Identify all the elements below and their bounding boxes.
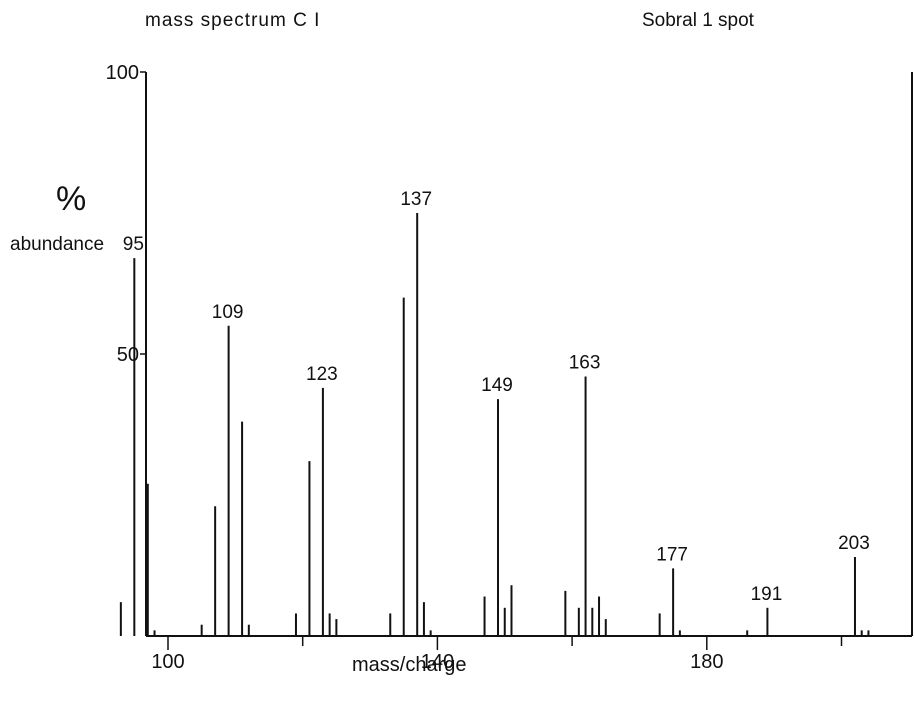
peak-label: 177 [656, 544, 688, 565]
y-tick-label: 100 [106, 62, 139, 84]
x-tick-label: 180 [690, 651, 723, 673]
x-tick-label: 140 [421, 651, 454, 673]
peak-label: 191 [751, 584, 783, 605]
peak-label: 203 [838, 533, 870, 554]
peak-label: 137 [400, 189, 432, 210]
chart-title: mass spectrum C I [145, 10, 321, 31]
y-tick-label: 50 [117, 344, 139, 366]
chart-subtitle: Sobral 1 spot [642, 10, 754, 31]
peak-label: 95 [123, 234, 144, 255]
peak-label: 163 [569, 353, 601, 374]
y-axis-symbol: % [56, 180, 87, 218]
peak-label: 149 [481, 375, 513, 396]
x-tick-label: 100 [151, 651, 184, 673]
x-axis-label: mass/charge [352, 654, 467, 676]
peak-label: 109 [212, 302, 244, 323]
y-axis-label: abundance [10, 234, 105, 255]
peak-label: 123 [306, 364, 338, 385]
